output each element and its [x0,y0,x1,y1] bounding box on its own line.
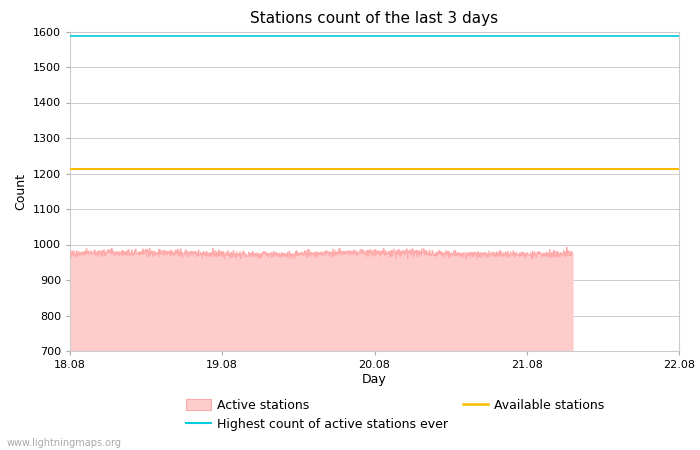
Title: Stations count of the last 3 days: Stations count of the last 3 days [251,11,498,26]
Legend: Active stations, Highest count of active stations ever, Available stations: Active stations, Highest count of active… [186,399,605,431]
Y-axis label: Count: Count [14,173,27,210]
Text: www.lightningmaps.org: www.lightningmaps.org [7,438,122,448]
X-axis label: Day: Day [362,373,387,386]
